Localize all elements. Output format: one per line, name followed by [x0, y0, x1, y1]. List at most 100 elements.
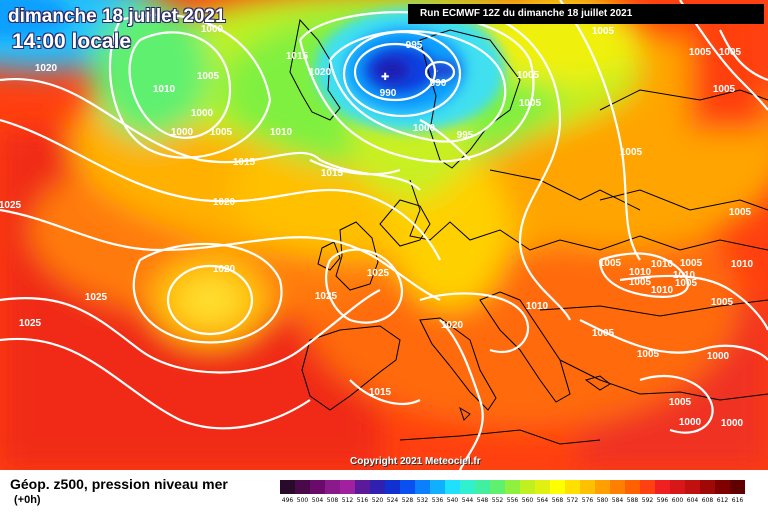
run-info-box: Run ECMWF 12Z du dimanche 18 juillet 202…: [408, 4, 764, 24]
legend-label: 576: [581, 497, 594, 504]
legend-color-520: [370, 480, 385, 494]
isobar-label: 1005: [729, 207, 752, 218]
isobar-label: 1025: [0, 200, 22, 211]
isobar-label: 1010: [270, 127, 293, 138]
legend-label: 540: [446, 497, 459, 504]
legend-color-600: [670, 480, 685, 494]
isobar-label: 1005: [210, 127, 233, 138]
isobar-label: 1015: [321, 168, 344, 179]
isobar-label: 995: [406, 40, 423, 51]
isobar-label: 1015: [369, 387, 392, 398]
isobar-label: 1005: [517, 70, 540, 81]
legend-label: 580: [596, 497, 609, 504]
legend-color-612: [715, 480, 730, 494]
legend-color-536: [430, 480, 445, 494]
legend-color-504: [310, 480, 325, 494]
isobar-label: 1000: [679, 417, 702, 428]
legend-color-560: [520, 480, 535, 494]
legend-label: 596: [656, 497, 669, 504]
svg-text:·: ·: [436, 67, 439, 76]
legend-color-544: [460, 480, 475, 494]
legend-color-604: [685, 480, 700, 494]
isobar-label: 1000: [413, 123, 436, 134]
legend-label: 552: [491, 497, 504, 504]
legend-label: 616: [731, 497, 744, 504]
legend-label: 528: [401, 497, 414, 504]
isobar-label: 1005: [669, 397, 692, 408]
forecast-offset: (+0h): [14, 494, 41, 506]
isobar-label: 990: [430, 78, 447, 89]
legend-color-580: [595, 480, 610, 494]
isobar-label: 1020: [309, 67, 332, 78]
isobar-label: 1015: [233, 157, 256, 168]
low-centers: ✚ ·: [381, 67, 439, 83]
legend-label: 588: [626, 497, 639, 504]
isobar-label: 1010: [526, 301, 549, 312]
isobar-label: 1025: [19, 318, 42, 329]
legend-color-572: [565, 480, 580, 494]
forecast-date: dimanche 18 juillet 2021: [8, 6, 226, 27]
legend-color-532: [415, 480, 430, 494]
legend-label: 568: [551, 497, 564, 504]
weather-map: ✚ · 100010151020995990990100510101000100…: [0, 0, 768, 470]
isobar-label: 1010: [629, 267, 652, 278]
isobar-label: 1020: [35, 63, 58, 74]
legend-label: 584: [611, 497, 624, 504]
isobar-label: 1000: [171, 127, 194, 138]
legend-color-552: [490, 480, 505, 494]
isobars: [0, 0, 768, 470]
legend-color-548: [475, 480, 490, 494]
legend-color-616: [730, 480, 745, 494]
isobar-label: 1005: [689, 47, 712, 58]
isobar-label: 990: [380, 88, 397, 99]
legend-color-524: [385, 480, 400, 494]
isobar-label: 1005: [680, 258, 703, 269]
legend-label: 612: [716, 497, 729, 504]
isobar-label: 1010: [651, 285, 674, 296]
isobar-label: 1005: [197, 71, 220, 82]
legend-label: 604: [686, 497, 699, 504]
isobar-label: 1000: [721, 418, 744, 429]
isobar-label: 1000: [707, 351, 730, 362]
isobar-label: 1005: [711, 297, 734, 308]
isobar-label: 1000: [201, 24, 224, 35]
legend-color-556: [505, 480, 520, 494]
isobar-label: 1010: [673, 270, 696, 281]
legend-color-608: [700, 480, 715, 494]
legend-color-576: [580, 480, 595, 494]
isobar-label: 1005: [519, 98, 542, 109]
legend-label: 608: [701, 497, 714, 504]
isobar-label: 1020: [441, 320, 464, 331]
isobar-label: 1005: [629, 277, 652, 288]
map-title: Géop. z500, pression niveau mer: [10, 476, 228, 492]
isobar-label: 1005: [620, 147, 643, 158]
legend-color-512: [340, 480, 355, 494]
isobar-label: 1005: [592, 328, 615, 339]
isobar-label: 1005: [713, 84, 736, 95]
isobar-label: 1005: [675, 278, 698, 289]
legend-label: 548: [476, 497, 489, 504]
legend-label: 600: [671, 497, 684, 504]
legend-label: 564: [536, 497, 549, 504]
isobar-label: 1020: [213, 197, 236, 208]
legend-color-528: [400, 480, 415, 494]
isobar-label: 1025: [367, 268, 390, 279]
isobar-label: 1005: [637, 349, 660, 360]
legend-label: 532: [416, 497, 429, 504]
legend-label: 508: [326, 497, 339, 504]
legend-color-540: [445, 480, 460, 494]
isobar-label: 1020: [213, 264, 236, 275]
legend-label: 520: [371, 497, 384, 504]
legend-label: 500: [296, 497, 309, 504]
legend-label: 592: [641, 497, 654, 504]
isobar-label: 1010: [153, 84, 176, 95]
legend-color-500: [295, 480, 310, 494]
legend-label: 560: [521, 497, 534, 504]
legend-color-596: [655, 480, 670, 494]
isobar-label: 1025: [85, 292, 108, 303]
isobar-label: 1005: [592, 26, 615, 37]
legend-label: 536: [431, 497, 444, 504]
legend-label: 512: [341, 497, 354, 504]
